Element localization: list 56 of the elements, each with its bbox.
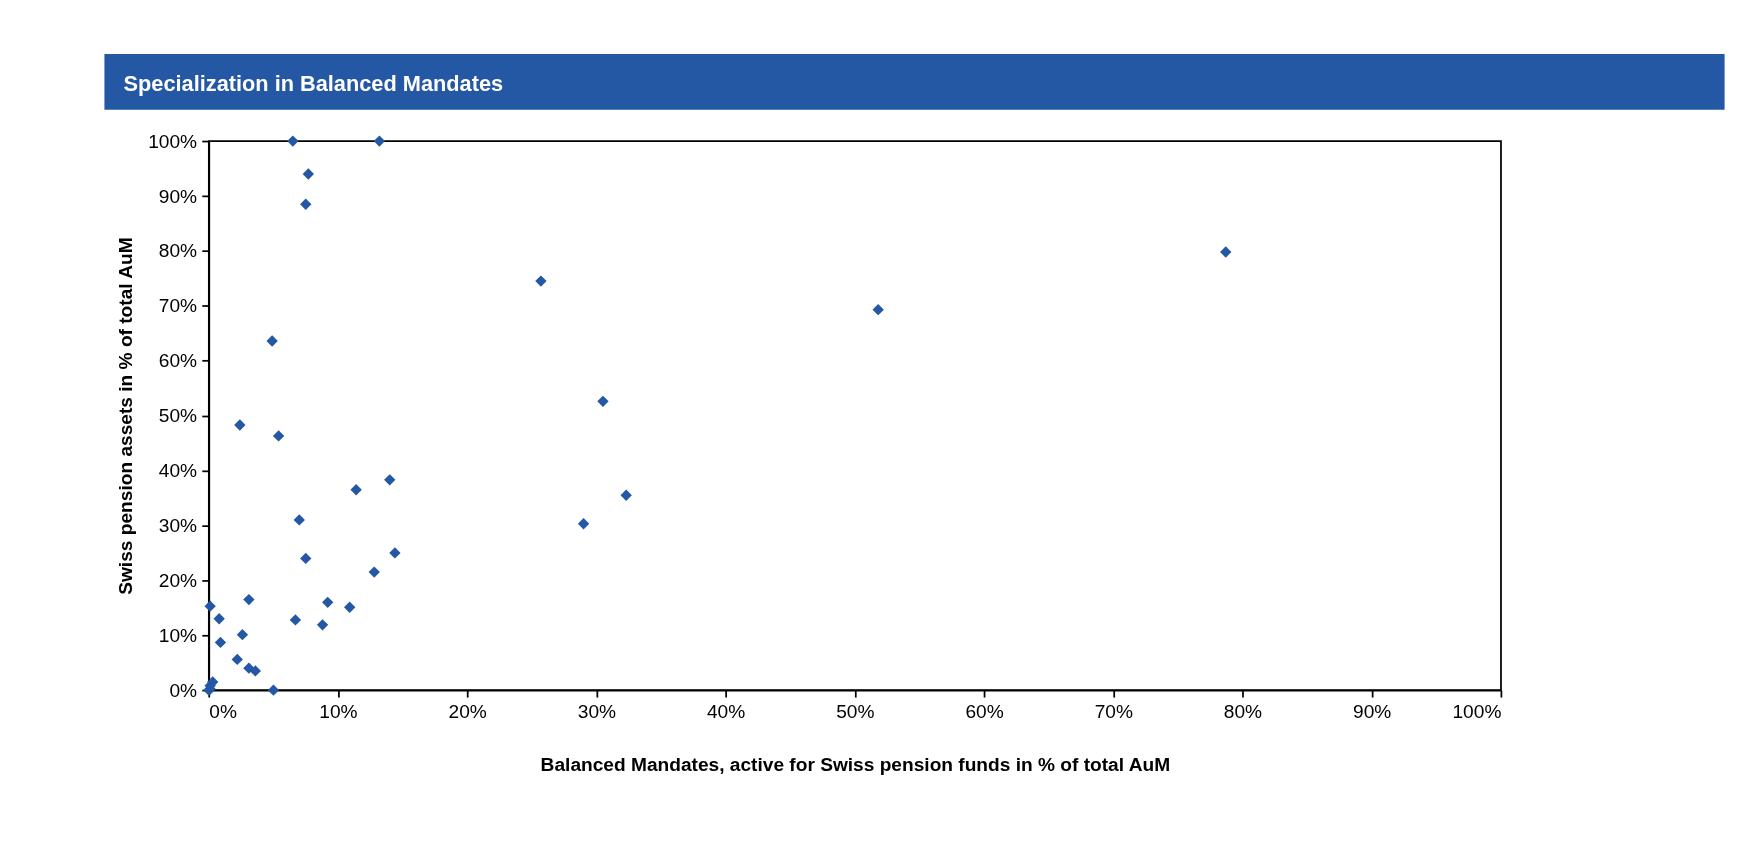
y-tick-label: 10%	[158, 624, 198, 646]
point	[204, 600, 216, 612]
y-axis-title: Swiss pension assets in % of total AuM	[114, 237, 136, 595]
point	[872, 303, 884, 316]
x-tick-label: 30%	[577, 700, 617, 722]
y-tick-label: 0%	[169, 679, 198, 701]
point	[373, 135, 386, 147]
point	[213, 613, 225, 625]
point	[1220, 246, 1232, 258]
point	[266, 335, 278, 347]
point	[302, 168, 314, 180]
point	[322, 596, 334, 608]
y-tick-label: 100%	[148, 130, 198, 152]
x-tick-label: 100%	[1452, 700, 1502, 722]
point	[234, 419, 246, 431]
x-tick-label: 40%	[706, 700, 746, 722]
point	[316, 619, 329, 631]
point	[293, 514, 305, 526]
point	[535, 275, 547, 287]
point	[287, 135, 299, 147]
x-tick-label: 70%	[1094, 700, 1133, 722]
point	[236, 629, 249, 641]
x-axis-title: Balanced Mandates, active for Swiss pension funds in % of total AuM	[540, 753, 1171, 775]
point	[344, 601, 356, 613]
x-tick-label: 10%	[319, 700, 358, 722]
point	[620, 489, 632, 501]
point	[243, 593, 255, 606]
point	[214, 636, 227, 649]
chart-title: Specialization in Balanced Mandates	[123, 70, 504, 96]
point	[384, 474, 396, 486]
y-tick-label: 20%	[158, 569, 198, 591]
point	[249, 665, 262, 677]
x-tick-label: 0%	[209, 700, 237, 722]
x-tick-label: 60%	[965, 700, 1004, 722]
y-tick-label: 70%	[158, 295, 198, 317]
point	[389, 547, 401, 559]
y-tick-label: 30%	[158, 514, 198, 536]
point	[267, 684, 280, 696]
y-tick-label: 40%	[158, 460, 198, 482]
point	[350, 484, 362, 496]
point	[272, 430, 285, 442]
x-tick-label: 50%	[836, 700, 875, 722]
y-tick-label: 80%	[158, 240, 198, 262]
x-tick-label: 20%	[448, 700, 487, 722]
x-tick-label: 90%	[1353, 700, 1392, 722]
point	[300, 552, 312, 565]
point	[300, 198, 312, 210]
x-tick-label: 80%	[1223, 700, 1263, 722]
point	[368, 566, 380, 578]
point	[289, 614, 302, 626]
point	[231, 653, 243, 666]
y-tick-label: 50%	[158, 405, 198, 427]
y-tick-label: 90%	[158, 185, 198, 207]
point	[597, 395, 609, 408]
point	[577, 518, 590, 530]
y-tick-label: 60%	[158, 350, 198, 372]
